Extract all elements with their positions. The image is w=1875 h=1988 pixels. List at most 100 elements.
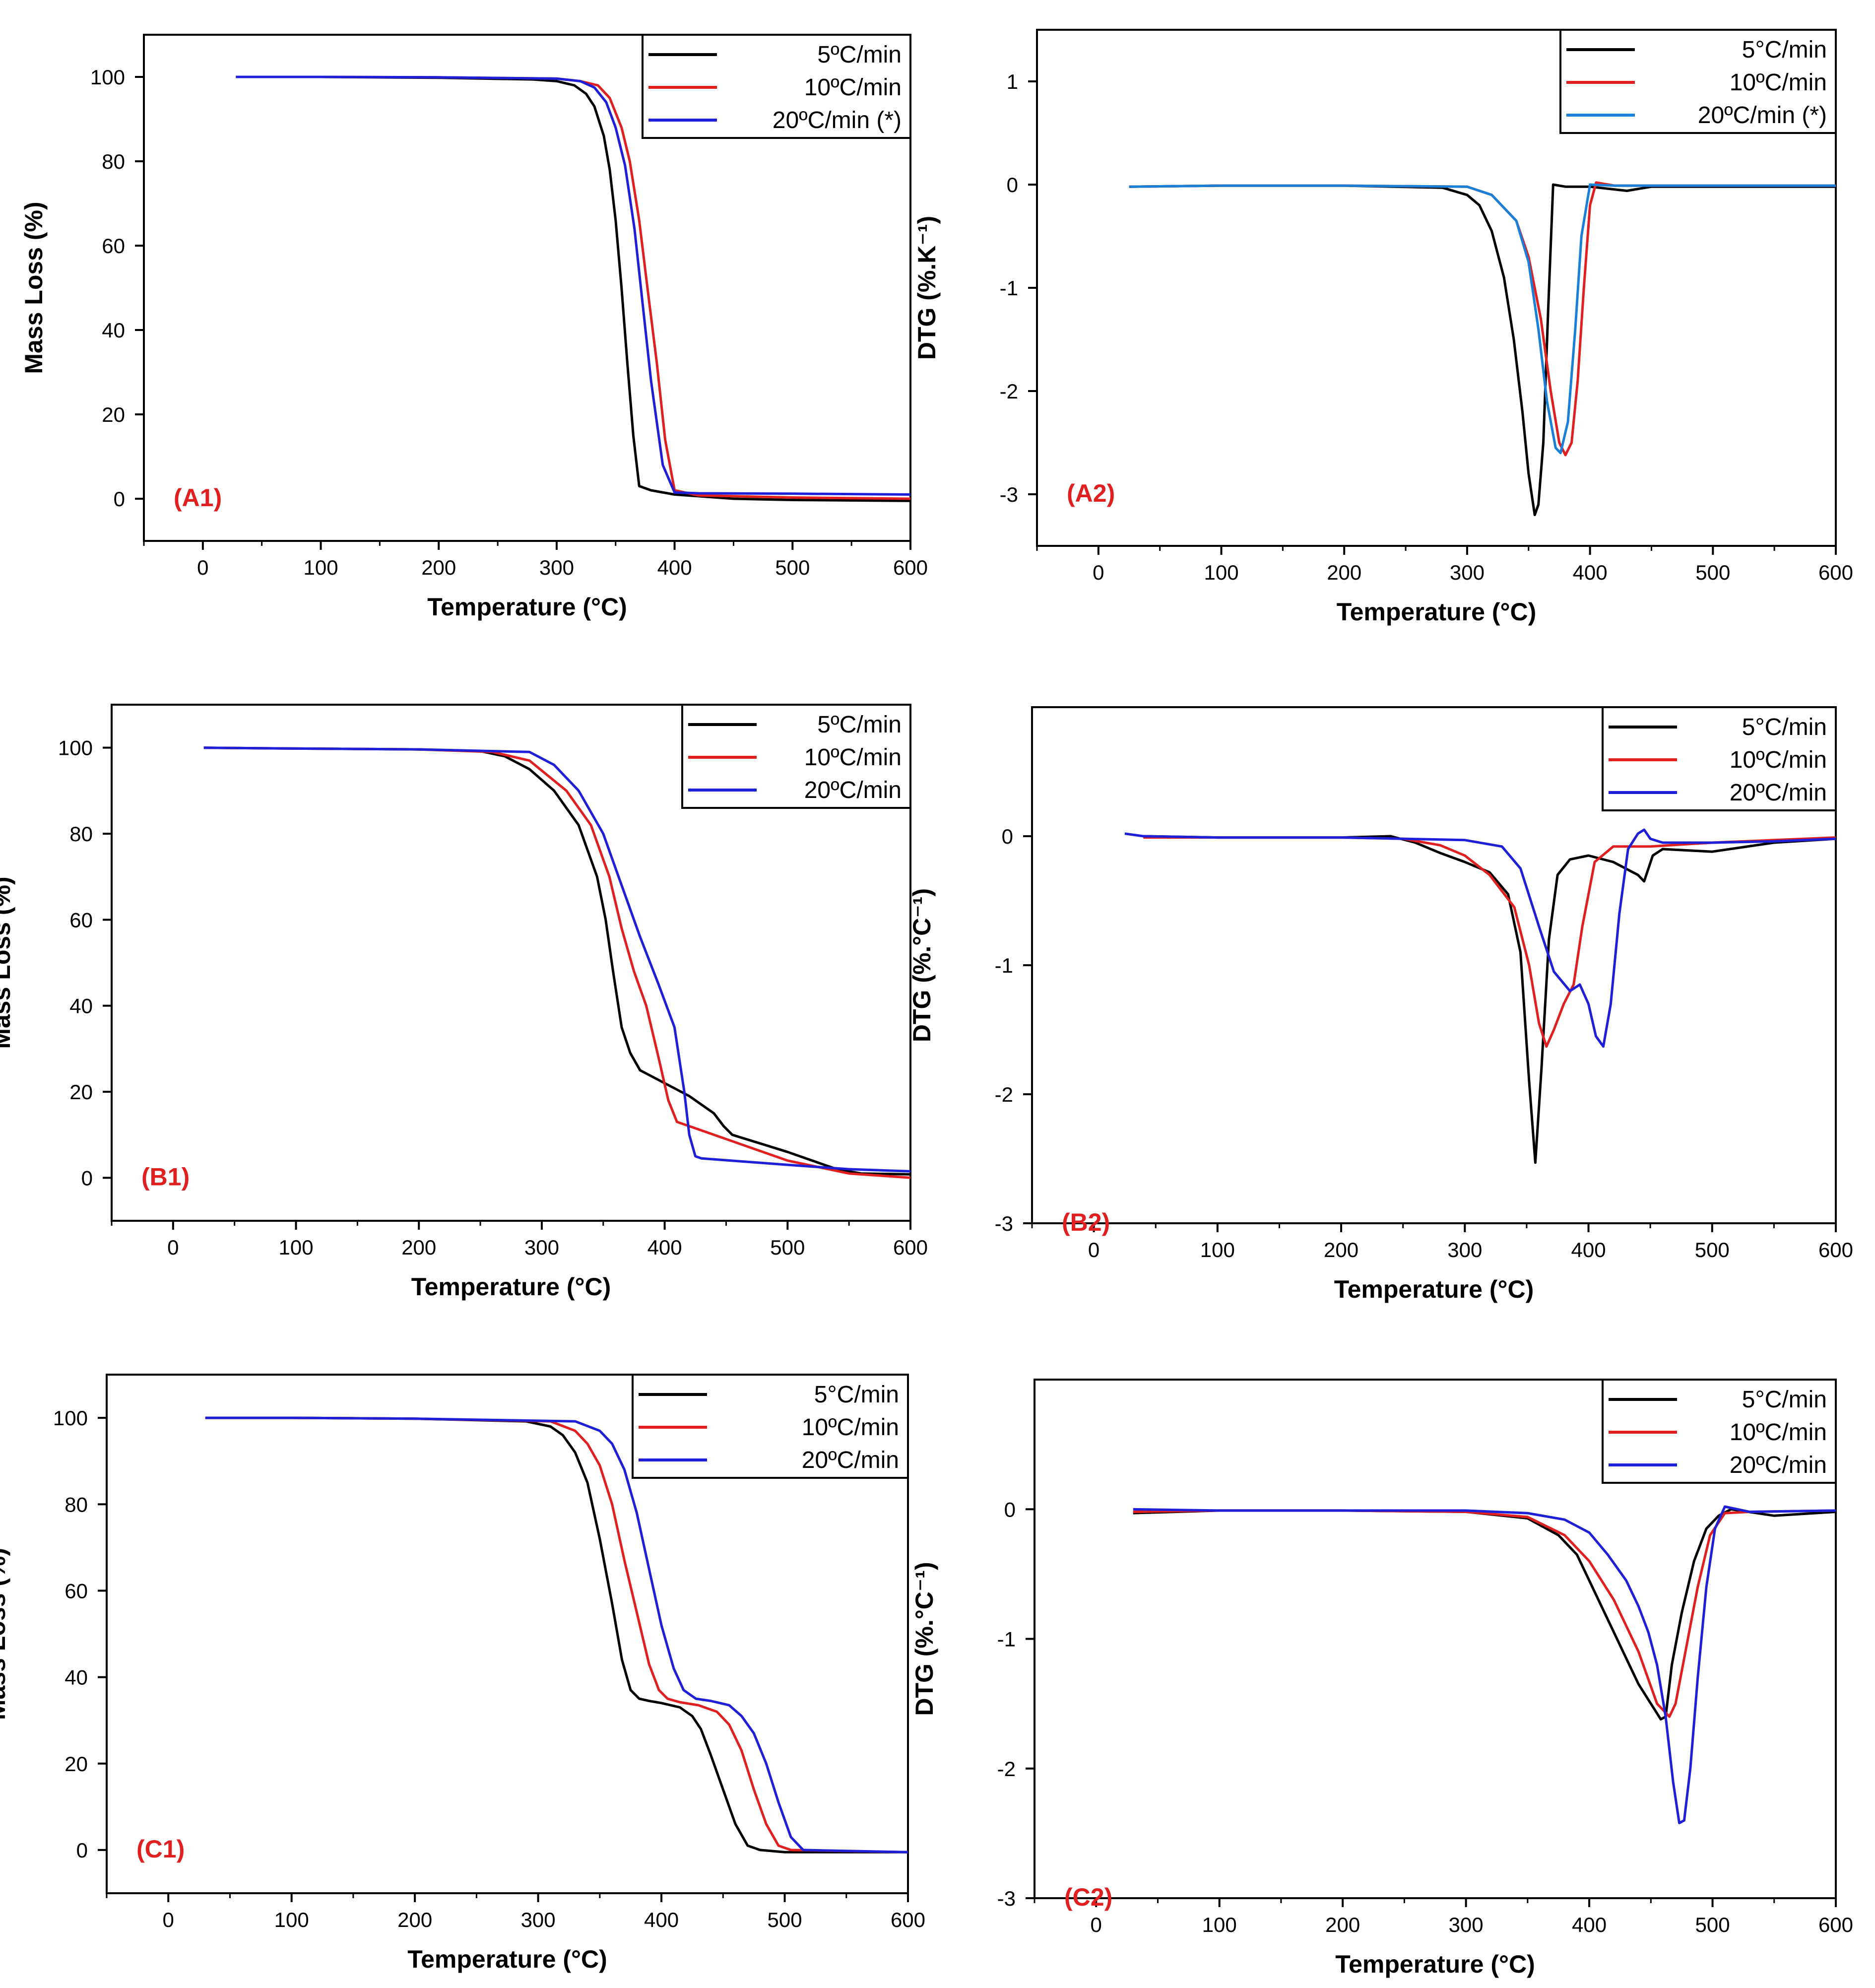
series-line-1	[1143, 835, 1836, 1164]
legend: 5ºC/min 10ºC/min 20ºC/min	[681, 704, 911, 809]
y-tick-label: 60	[102, 234, 125, 258]
y-tick-label: 100	[58, 736, 93, 760]
x-tick-label: 500	[1695, 1913, 1730, 1936]
y-axis-title: DTG (%.°C⁻¹)	[910, 1562, 938, 1716]
plot-frame	[111, 704, 911, 1222]
y-tick-label: 0	[81, 1166, 93, 1190]
x-tick-label: 600	[893, 1236, 928, 1259]
legend-label: 10ºC/min	[1730, 69, 1827, 96]
x-tick-label: 200	[1325, 1913, 1360, 1936]
series-line-1	[205, 1416, 908, 1854]
chart-a2: 0 100 200 300 400 500 600 -3 -2 -1 0 1 Temperature (…	[913, 29, 1853, 626]
x-tick-label: 400	[1572, 1913, 1607, 1936]
x-tick-label: 100	[303, 556, 338, 579]
panel-label: (B2)	[1062, 1208, 1110, 1236]
y-tick-label: -2	[997, 1757, 1016, 1781]
y-axis-title: Mass Loss (%)	[20, 201, 48, 374]
series-line-3	[1129, 183, 1836, 455]
legend-label: 10ºC/min	[1730, 1419, 1827, 1446]
x-tick-label: 200	[421, 556, 456, 579]
y-tick-label: 20	[69, 1080, 93, 1104]
x-tick-label: 400	[647, 1236, 682, 1259]
y-tick-label: -1	[1000, 276, 1018, 300]
legend-label: 20ºC/min (*)	[773, 107, 902, 133]
series-line-2	[1133, 1509, 1836, 1718]
y-axis-title: DTG (%.K⁻¹)	[913, 216, 941, 360]
x-axis-title: Temperature (°C)	[1337, 598, 1536, 626]
y-axis-title: DTG (%.°C⁻¹)	[908, 888, 936, 1042]
legend-label: 5°C/min	[1742, 714, 1827, 740]
legend-label: 5°C/min	[1742, 1387, 1827, 1413]
x-axis-title: Temperature (°C)	[411, 1273, 611, 1301]
panel-label: (A2)	[1067, 479, 1115, 507]
y-tick-label: 80	[69, 822, 93, 846]
x-tick-label: 100	[1200, 1238, 1235, 1261]
chart-a1: 0 100 200 300 400 500 600 0 20 40 60 80 100 Temperatu…	[20, 34, 928, 621]
x-tick-label: 600	[1818, 1913, 1853, 1936]
x-tick-label: 400	[644, 1908, 679, 1931]
x-tick-label: 100	[274, 1908, 309, 1931]
x-tick-label: 500	[775, 556, 810, 579]
series-line-3	[236, 75, 910, 496]
x-tick-label: 200	[1327, 561, 1361, 584]
legend-label: 20ºC/min	[1730, 780, 1827, 806]
x-tick-label: 500	[1695, 561, 1730, 584]
legend: 5°C/min 10ºC/min 20ºC/min	[1602, 1379, 1837, 1484]
y-tick-label: 60	[69, 908, 93, 931]
y-tick-label: -3	[1000, 483, 1018, 506]
x-tick-label: 300	[1450, 561, 1485, 584]
series-line-3	[205, 1416, 908, 1854]
y-tick-label: 40	[69, 994, 93, 1018]
x-axis-title: Temperature (°C)	[1334, 1275, 1534, 1303]
y-tick-label: -1	[995, 954, 1013, 977]
plot-frame	[143, 34, 911, 542]
y-tick-label: -2	[995, 1083, 1013, 1106]
y-tick-label: -1	[997, 1628, 1016, 1651]
series-line-1	[1129, 183, 1836, 517]
chart-c2: 0 100 200 300 400 500 600 -3 -2 -1 0 Temperature (°…	[910, 1379, 1853, 1978]
y-tick-label: 40	[102, 319, 125, 342]
series-line-3	[1124, 828, 1836, 1048]
x-tick-label: 200	[401, 1236, 436, 1259]
x-tick-label: 300	[1449, 1913, 1484, 1936]
x-axis-title: Temperature (°C)	[427, 593, 627, 621]
x-tick-label: 200	[1324, 1238, 1358, 1261]
y-tick-label: 0	[1004, 1498, 1016, 1521]
plot-frame	[106, 1374, 909, 1894]
legend-label: 10ºC/min	[804, 744, 902, 771]
x-tick-label: 500	[770, 1236, 805, 1259]
panel-label: (C1)	[136, 1835, 185, 1863]
series-line-1	[236, 75, 910, 502]
x-tick-label: 300	[539, 556, 574, 579]
x-axis-title: Temperature (°C)	[1335, 1950, 1535, 1978]
legend-label: 10ºC/min	[802, 1414, 899, 1441]
legend-label: 5ºC/min	[817, 42, 902, 68]
series-line-2	[203, 746, 910, 1179]
series-line-1	[1133, 1508, 1836, 1721]
legend-label: 10ºC/min	[1730, 747, 1827, 773]
legend-label: 5°C/min	[814, 1382, 899, 1408]
x-tick-label: 0	[1091, 1913, 1102, 1936]
y-tick-label: -3	[997, 1887, 1016, 1910]
x-tick-label: 500	[767, 1908, 802, 1931]
x-tick-label: 400	[1571, 1238, 1606, 1261]
legend-label: 20ºC/min	[804, 777, 902, 803]
panel-label: (C2)	[1064, 1883, 1112, 1911]
panel-label: (B1)	[141, 1163, 190, 1191]
y-tick-label: 100	[90, 66, 125, 89]
x-tick-label: 400	[1573, 561, 1608, 584]
x-tick-label: 600	[1818, 561, 1853, 584]
x-tick-label: 600	[891, 1908, 925, 1931]
y-tick-label: 20	[65, 1752, 88, 1776]
x-tick-label: 500	[1695, 1238, 1730, 1261]
x-tick-label: 0	[167, 1236, 179, 1259]
legend-label: 10ºC/min	[804, 74, 902, 101]
x-tick-label: 600	[1818, 1238, 1853, 1261]
series-line-2	[205, 1416, 908, 1854]
series-line-1	[203, 746, 910, 1176]
panel-label: (A1)	[174, 484, 222, 512]
y-tick-label: 80	[65, 1493, 88, 1516]
y-tick-label: 0	[1007, 173, 1018, 197]
x-tick-label: 300	[1447, 1238, 1482, 1261]
